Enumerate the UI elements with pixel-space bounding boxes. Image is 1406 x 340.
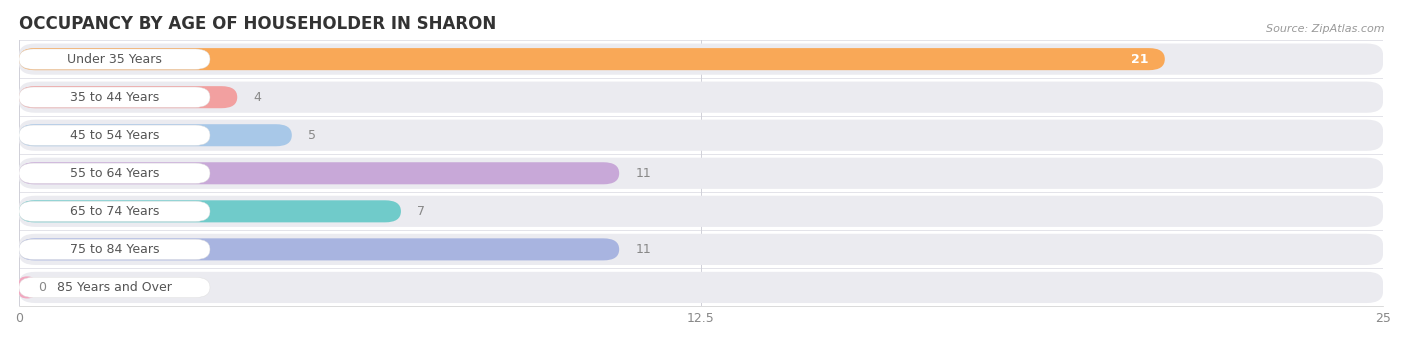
FancyBboxPatch shape bbox=[20, 44, 1384, 75]
FancyBboxPatch shape bbox=[20, 120, 1384, 151]
FancyBboxPatch shape bbox=[20, 86, 238, 108]
FancyBboxPatch shape bbox=[20, 124, 292, 146]
Text: 65 to 74 Years: 65 to 74 Years bbox=[70, 205, 159, 218]
FancyBboxPatch shape bbox=[20, 272, 1384, 303]
FancyBboxPatch shape bbox=[20, 163, 209, 183]
Text: 4: 4 bbox=[253, 91, 262, 104]
FancyBboxPatch shape bbox=[20, 196, 1384, 227]
Text: Source: ZipAtlas.com: Source: ZipAtlas.com bbox=[1267, 24, 1385, 34]
Text: 7: 7 bbox=[418, 205, 425, 218]
FancyBboxPatch shape bbox=[20, 276, 35, 299]
FancyBboxPatch shape bbox=[20, 162, 619, 184]
Text: 0: 0 bbox=[38, 281, 46, 294]
Text: 85 Years and Over: 85 Years and Over bbox=[58, 281, 172, 294]
FancyBboxPatch shape bbox=[20, 239, 209, 259]
Text: Under 35 Years: Under 35 Years bbox=[67, 53, 162, 66]
Text: OCCUPANCY BY AGE OF HOUSEHOLDER IN SHARON: OCCUPANCY BY AGE OF HOUSEHOLDER IN SHARO… bbox=[20, 15, 496, 33]
FancyBboxPatch shape bbox=[20, 82, 1384, 113]
FancyBboxPatch shape bbox=[20, 48, 1164, 70]
FancyBboxPatch shape bbox=[20, 201, 209, 221]
Text: 35 to 44 Years: 35 to 44 Years bbox=[70, 91, 159, 104]
FancyBboxPatch shape bbox=[20, 234, 1384, 265]
FancyBboxPatch shape bbox=[20, 200, 401, 222]
FancyBboxPatch shape bbox=[20, 158, 1384, 189]
Text: 5: 5 bbox=[308, 129, 316, 142]
FancyBboxPatch shape bbox=[20, 49, 209, 69]
FancyBboxPatch shape bbox=[20, 125, 209, 146]
FancyBboxPatch shape bbox=[20, 277, 209, 298]
Text: 75 to 84 Years: 75 to 84 Years bbox=[70, 243, 159, 256]
Text: 55 to 64 Years: 55 to 64 Years bbox=[70, 167, 159, 180]
Text: 11: 11 bbox=[636, 167, 651, 180]
Text: 21: 21 bbox=[1130, 53, 1149, 66]
Text: 11: 11 bbox=[636, 243, 651, 256]
FancyBboxPatch shape bbox=[20, 87, 209, 107]
Text: 45 to 54 Years: 45 to 54 Years bbox=[70, 129, 159, 142]
FancyBboxPatch shape bbox=[20, 238, 619, 260]
